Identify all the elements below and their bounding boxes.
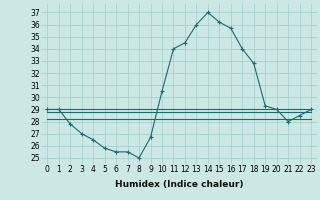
X-axis label: Humidex (Indice chaleur): Humidex (Indice chaleur) [115, 180, 244, 189]
